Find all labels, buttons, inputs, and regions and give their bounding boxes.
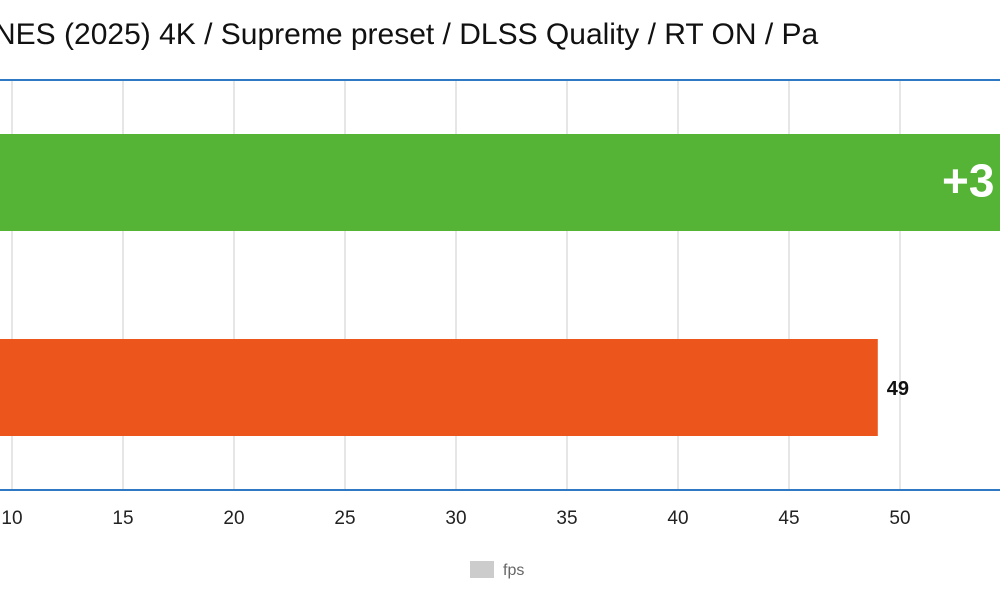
x-tick-label: 10 (1, 508, 22, 529)
x-tick-label: 45 (778, 508, 799, 529)
x-tick-label: 25 (334, 508, 355, 529)
legend-label: fps (503, 562, 524, 579)
x-tick-label: 30 (445, 508, 466, 529)
legend-swatch (470, 561, 494, 578)
x-tick-label: 35 (556, 508, 577, 529)
x-tick-label: 20 (223, 508, 244, 529)
bar (0, 134, 1000, 231)
x-tick-label: 15 (112, 508, 133, 529)
bar-label: +3 (942, 155, 994, 207)
chart-title: NES (2025) 4K / Supreme preset / DLSS Qu… (0, 18, 819, 51)
x-tick-label: 40 (667, 508, 688, 529)
bar-label: 49 (887, 378, 909, 400)
x-tick-label: 50 (889, 508, 910, 529)
bar (0, 339, 878, 436)
